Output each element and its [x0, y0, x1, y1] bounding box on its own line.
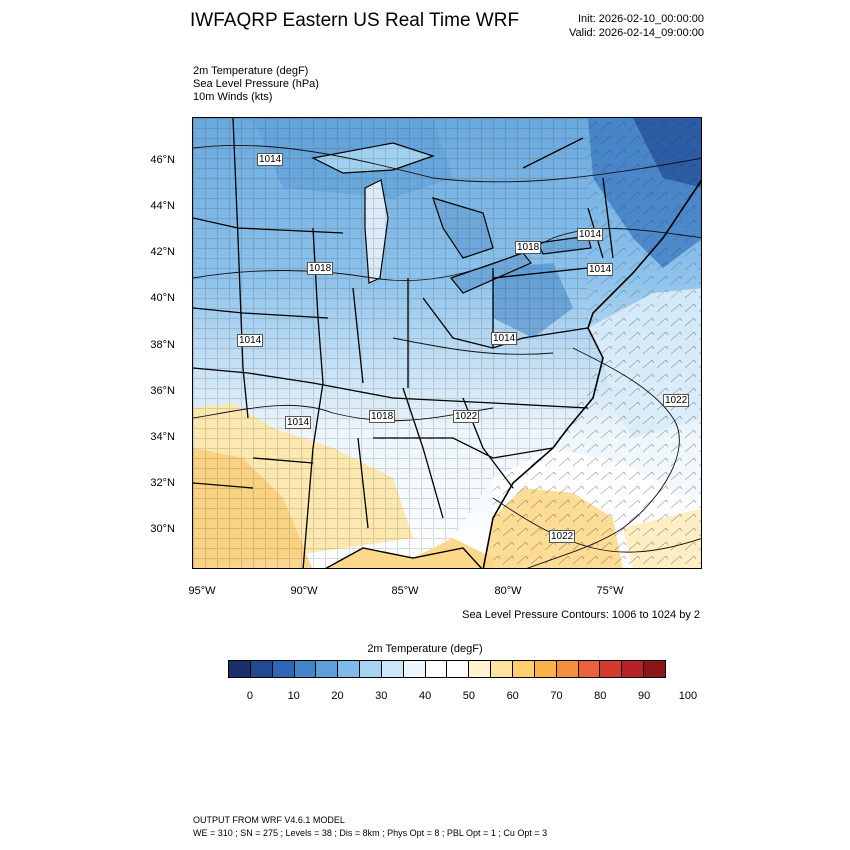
- pressure-contours: [193, 144, 701, 568]
- map-svg: [193, 118, 701, 568]
- pressure-label: 1018: [369, 410, 396, 423]
- colorbar-tick-label: 50: [462, 690, 476, 702]
- pressure-label: 1022: [453, 410, 480, 423]
- gulf-of-mexico: [326, 538, 493, 568]
- colorbar-tick-label: 10: [287, 690, 300, 702]
- colorbar-tick-label: 20: [331, 690, 344, 702]
- lon-label: 90°W: [290, 585, 318, 597]
- wind-barbs: [493, 288, 701, 568]
- slp-contour-note: Sea Level Pressure Contours: 1006 to 102…: [462, 609, 700, 621]
- pressure-label: 1014: [285, 416, 312, 429]
- colorbar-tick-label: 30: [375, 690, 388, 702]
- pressure-label: 1014: [491, 332, 518, 345]
- pressure-label: 1022: [549, 530, 576, 543]
- lat-label: 40°N: [150, 292, 175, 304]
- lat-label: 38°N: [150, 339, 175, 351]
- colorbar-box: [644, 661, 665, 677]
- colorbar-box: [403, 661, 426, 677]
- colorbar-box: [600, 661, 623, 677]
- colorbar-tick-label: 40: [418, 690, 432, 702]
- lat-label: 44°N: [150, 200, 175, 212]
- colorbar-tick-label: 80: [594, 690, 607, 702]
- temperature-colorbar: [228, 660, 666, 678]
- lon-label: 80°W: [494, 585, 522, 597]
- model-config: WE = 310 ; SN = 275 ; Levels = 38 ; Dis …: [193, 828, 548, 838]
- colorbar-tick-label: 70: [550, 690, 563, 702]
- weather-map: 1014 1018 1018 1014 1014 1014 1014 1018 …: [192, 117, 702, 569]
- colorbar-box: [338, 661, 361, 677]
- state-borders: [193, 118, 614, 568]
- colorbar-box: [622, 661, 645, 677]
- colorbar-box: [447, 661, 470, 677]
- colorbar-box: [272, 661, 295, 677]
- colorbar-title: 2m Temperature (degF): [367, 643, 483, 655]
- colorbar-box: [534, 661, 557, 677]
- pressure-label: 1018: [307, 262, 334, 275]
- colorbar-box: [469, 661, 492, 677]
- lat-label: 36°N: [150, 385, 175, 397]
- lat-label: 30°N: [150, 523, 175, 535]
- colorbar-box: [229, 661, 251, 677]
- colorbar-tick-label: 100: [678, 690, 698, 702]
- field-label-winds: 10m Winds (kts): [193, 91, 273, 103]
- colorbar-tick-label: 60: [506, 690, 519, 702]
- colorbar-box: [294, 661, 317, 677]
- lat-label: 42°N: [150, 246, 175, 258]
- colorbar-box: [578, 661, 601, 677]
- pressure-label: 1014: [237, 334, 264, 347]
- field-label-pressure: Sea Level Pressure (hPa): [193, 78, 319, 90]
- pressure-label: 1018: [515, 241, 542, 254]
- pressure-label: 1014: [587, 263, 614, 276]
- pressure-label: 1022: [663, 394, 690, 407]
- colorbar-box: [316, 661, 339, 677]
- wind-barbs-north: [588, 118, 701, 328]
- lon-label: 95°W: [188, 585, 216, 597]
- colorbar-box: [491, 661, 513, 677]
- lat-label: 34°N: [150, 431, 175, 443]
- colorbar-box: [556, 661, 579, 677]
- colorbar-box: [425, 661, 448, 677]
- lon-label: 85°W: [391, 585, 419, 597]
- model-info: OUTPUT FROM WRF V4.6.1 MODEL: [193, 815, 345, 825]
- coastline: [482, 179, 701, 568]
- plot-title: IWFAQRP Eastern US Real Time WRF: [190, 10, 520, 31]
- lat-label: 46°N: [150, 154, 175, 166]
- field-label-temperature: 2m Temperature (degF): [193, 65, 309, 77]
- valid-time: Valid: 2026-02-14_09:00:00: [569, 27, 704, 39]
- colorbar-box: [360, 661, 382, 677]
- colorbar-tick-label: 90: [637, 690, 651, 702]
- colorbar-box: [250, 661, 273, 677]
- pressure-label: 1014: [577, 228, 604, 241]
- lat-axis: 46°N 44°N 42°N 40°N 38°N 36°N 34°N 32°N …: [120, 117, 175, 569]
- colorbar-box: [381, 661, 404, 677]
- lon-label: 75°W: [596, 585, 624, 597]
- colorbar-tick-label: 0: [246, 690, 253, 702]
- colorbar-box: [512, 661, 535, 677]
- lat-label: 32°N: [150, 477, 175, 489]
- init-time: Init: 2026-02-10_00:00:00: [578, 13, 704, 25]
- pressure-label: 1014: [257, 153, 284, 166]
- gulf-coastline: [325, 547, 483, 568]
